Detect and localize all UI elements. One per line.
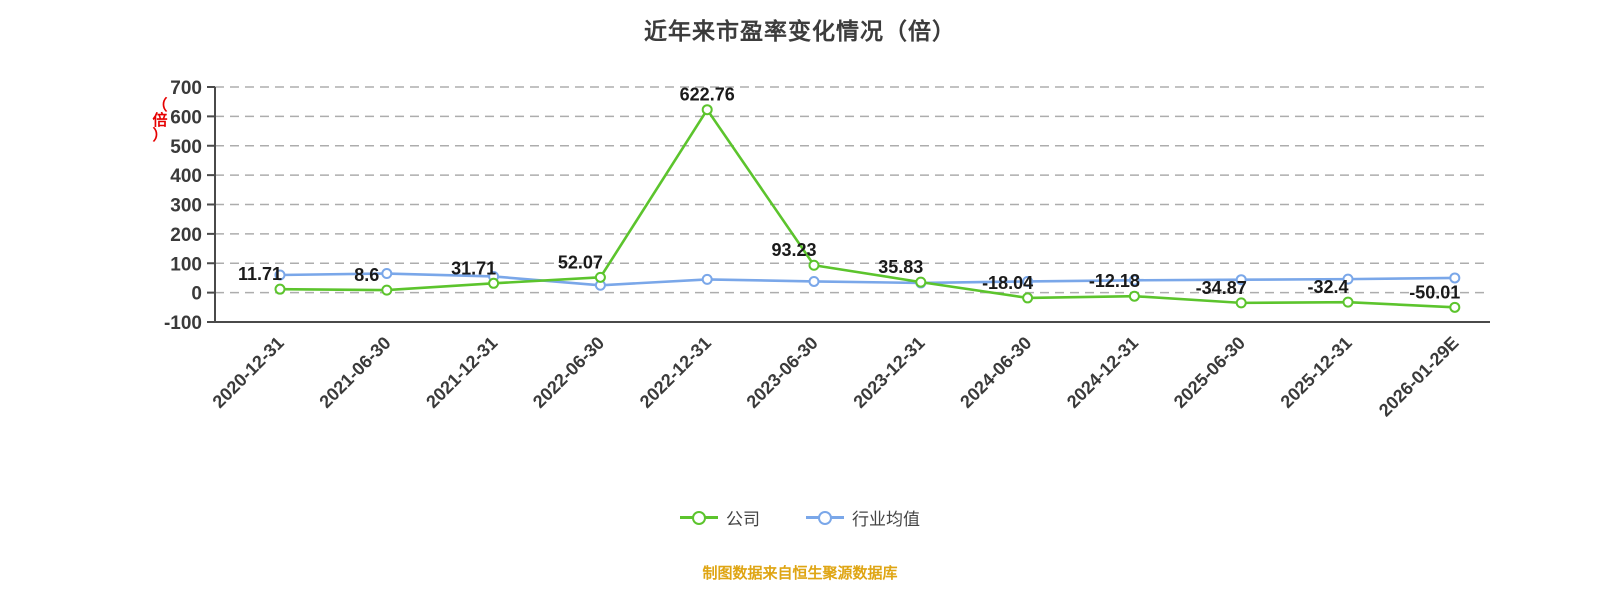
company-line [278, 108, 1457, 309]
industry-point [1128, 274, 1140, 286]
x-axis-label: 2023-12-31 [849, 333, 928, 412]
x-axis-label: 2026-01-29E [1375, 333, 1463, 421]
company-point [488, 277, 500, 289]
x-axis-label: 2020-12-31 [209, 333, 288, 412]
company-point [701, 104, 713, 116]
company-point [1022, 292, 1034, 304]
company-data-label: 8.6 [354, 265, 379, 285]
y-axis-tick-label: 100 [170, 254, 202, 275]
x-axis-label: 2023-06-30 [743, 333, 822, 412]
x-axis-label: 2024-12-31 [1063, 333, 1142, 412]
y-axis-tick-label: 300 [170, 196, 202, 217]
company-data-label: 622.76 [680, 85, 735, 105]
industry-point [808, 275, 820, 287]
legend-item-industry[interactable]: 行业均值 [806, 505, 920, 530]
industry-point [1022, 275, 1034, 287]
company-point [1128, 290, 1140, 302]
x-axis-label: 2021-06-30 [315, 333, 394, 412]
company-data-label: 11.71 [238, 264, 282, 284]
y-axis-tick-label: 200 [170, 225, 202, 246]
company-data-label: 35.83 [878, 257, 923, 277]
industry-point [1235, 274, 1247, 286]
legend-item-company[interactable]: 公司 [680, 505, 760, 530]
company-data-label: -12.18 [1089, 271, 1140, 291]
legend-label-industry: 行业均值 [852, 510, 920, 529]
y-axis-tick-label: 600 [170, 107, 202, 128]
data-source-caption: 制图数据来自恒生聚源数据库 [702, 565, 898, 582]
industry-point [274, 269, 286, 281]
company-data-label: 93.23 [771, 240, 816, 260]
chart-canvas: -100 0 100 200 300 400 500 600 700（倍） 2020-12-31 2… [152, 78, 1490, 421]
company-point [808, 259, 820, 271]
industry-line [278, 272, 1457, 287]
company-data-label: -18.04 [982, 273, 1033, 293]
company-data-label: 31.71 [451, 258, 496, 278]
x-axis-label: 2025-12-31 [1277, 333, 1356, 412]
company-data-label: 52.07 [558, 252, 603, 272]
y-axis-tick-label: 500 [170, 137, 202, 158]
company-point [381, 284, 393, 296]
company-point [594, 271, 606, 283]
company-data-label: -50.01 [1409, 282, 1460, 302]
company-series-marker-icon [680, 510, 718, 525]
industry-point [701, 273, 713, 285]
legend-label-company: 公司 [726, 510, 760, 529]
company-point [274, 283, 286, 295]
y-axis-tick-label: 400 [170, 166, 202, 187]
x-axis-label: 2024-06-30 [956, 333, 1035, 412]
x-axis-label: 2022-06-30 [529, 333, 608, 412]
industry-point [381, 268, 393, 280]
x-axis-label: 2022-12-31 [636, 333, 715, 412]
x-axis-label: 2025-06-30 [1170, 333, 1249, 412]
company-point [1235, 297, 1247, 309]
industry-point [1449, 272, 1461, 284]
y-axis-tick-label: 700 [170, 78, 202, 99]
industry-point [1342, 273, 1354, 285]
y-axis-unit-label: （倍） [152, 96, 167, 144]
chart-legend: 公司 行业均值 [0, 505, 1600, 530]
y-axis-tick-label: -100 [164, 313, 202, 334]
company-data-label: -34.87 [1196, 278, 1247, 298]
chart-title: 近年来市盈率变化情况（倍） [644, 18, 956, 44]
industry-series-marker-icon [806, 510, 844, 525]
company-point [1449, 301, 1461, 313]
y-axis-tick-label: 0 [191, 284, 202, 305]
company-data-label: -32.4 [1307, 277, 1348, 297]
company-point [1342, 296, 1354, 308]
x-axis-label: 2021-12-31 [422, 333, 501, 412]
company-point [915, 276, 927, 288]
